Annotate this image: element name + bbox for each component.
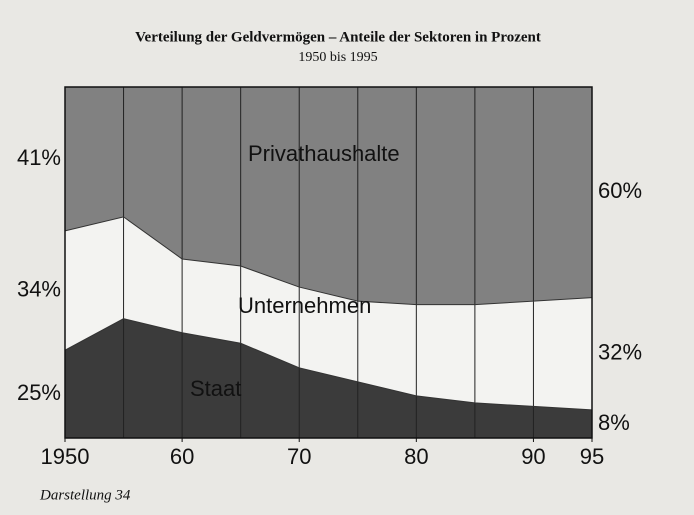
caption: Darstellung 34 [39,487,131,503]
plot-frame [64,86,593,439]
value-label: 32% [598,340,642,365]
area [65,216,592,410]
plot: Staat Unternehmen Privathaushalte 25% 8% 34% 3… [17,86,642,469]
x-tick-label: 80 [404,444,428,469]
x-tick-label: 60 [170,444,194,469]
series-label: Privathaushalte [248,141,400,166]
x-tick-label: 95 [580,444,604,469]
chart-title: Verteilung der Geldvermögen – Anteile de… [135,29,541,45]
area [65,318,592,438]
chart-subtitle: 1950 bis 1995 [298,50,377,65]
area [65,87,592,305]
value-label: 8% [598,410,630,435]
area-edge [64,216,593,306]
value-label: 60% [598,178,642,203]
x-tick-label: 1950 [41,444,90,469]
area-edge [64,318,593,411]
value-label: 25% [17,380,61,405]
value-label: 41% [17,145,61,170]
series-label: Unternehmen [238,293,371,318]
series-label: Staat [190,376,241,401]
x-tick-label: 90 [521,444,545,469]
value-label: 34% [17,276,61,301]
x-tick-label: 70 [287,444,311,469]
